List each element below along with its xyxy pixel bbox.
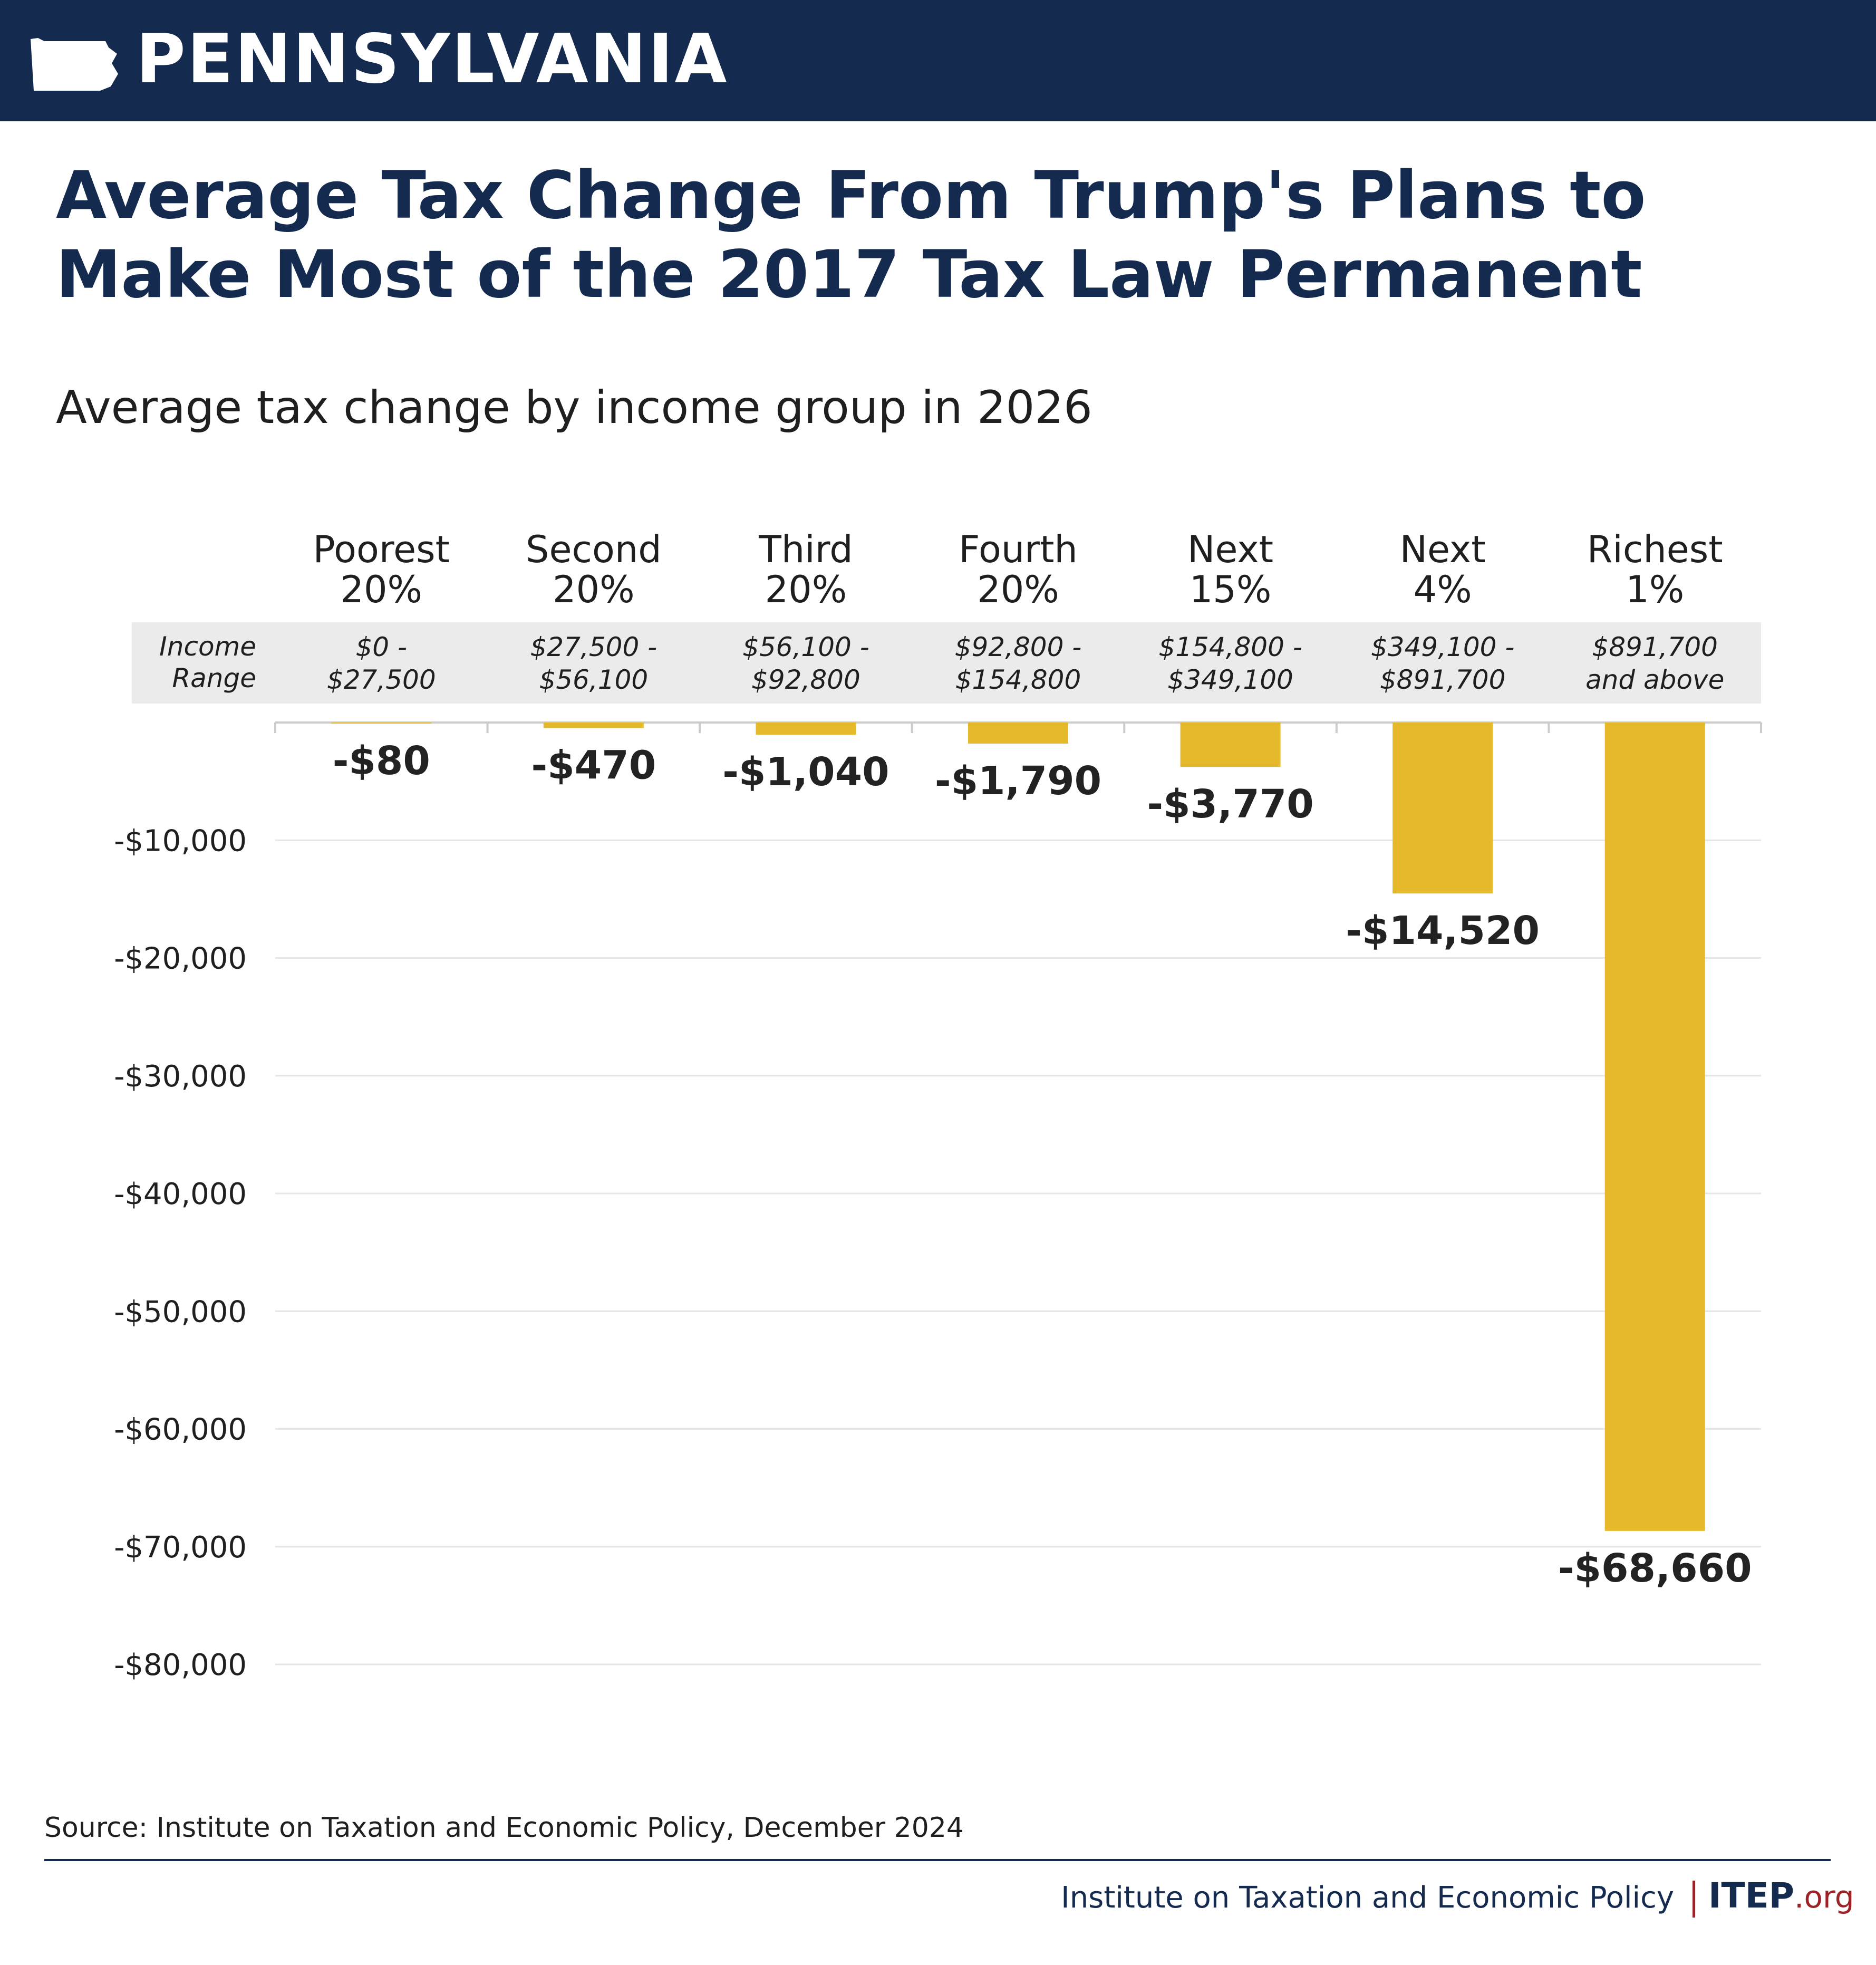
y-tick-label: -$20,000 [114, 942, 247, 976]
footer-org-name: Institute on Taxation and Economic Polic… [1061, 1881, 1674, 1915]
income-range-label: $349,100 - [1371, 632, 1515, 662]
bar-value-label: -$68,660 [1558, 1546, 1752, 1591]
category-label: Second [526, 528, 662, 571]
bar [1180, 723, 1281, 767]
income-range-label: $92,800 - [955, 632, 1082, 662]
y-tick-label: -$60,000 [114, 1413, 247, 1447]
category-label: Poorest [313, 528, 450, 571]
bar [543, 723, 644, 728]
income-range-label: $27,500 - [530, 632, 657, 662]
category-label: 4% [1414, 568, 1472, 611]
chart-subtitle: Average tax change by income group in 20… [56, 381, 1092, 434]
bar [756, 723, 856, 735]
income-range-label: $56,100 [539, 664, 648, 695]
category-label: 15% [1190, 568, 1272, 611]
pennsylvania-state-shape-icon [31, 38, 118, 91]
income-range-title-line1: Income [159, 631, 256, 662]
footer-divider [44, 1859, 1831, 1861]
y-tick-label: -$10,000 [114, 824, 247, 858]
category-label: 20% [340, 568, 422, 611]
category-label: 1% [1626, 568, 1684, 611]
bar [331, 723, 432, 724]
category-label: Richest [1587, 528, 1723, 571]
itep-logo: ITEP.org [1708, 1875, 1854, 1916]
logo-suffix: .org [1794, 1879, 1854, 1915]
bar-value-label: -$1,040 [722, 749, 889, 795]
income-range-label: $891,700 [1592, 632, 1718, 662]
income-range-label: $349,100 [1167, 664, 1293, 695]
category-label: 20% [765, 568, 847, 611]
category-label: Third [758, 528, 853, 571]
bar-value-label: -$1,790 [935, 758, 1101, 804]
income-range-label: and above [1585, 664, 1724, 695]
income-range-band [132, 622, 1761, 704]
category-label: Next [1187, 528, 1273, 571]
y-tick-label: -$80,000 [114, 1648, 247, 1682]
income-range-label: $92,800 [751, 664, 860, 695]
category-label: 20% [977, 568, 1059, 611]
income-range-label: $154,800 [955, 664, 1081, 695]
y-tick-label: -$70,000 [114, 1530, 247, 1565]
income-range-label: $56,100 - [742, 632, 869, 662]
category-label: 20% [553, 568, 635, 611]
income-range-title-line2: Range [172, 663, 256, 693]
income-range-label: $891,700 [1380, 664, 1506, 695]
source-note: Source: Institute on Taxation and Econom… [44, 1812, 964, 1844]
bar-value-label: -$14,520 [1346, 908, 1540, 953]
y-tick-label: -$50,000 [114, 1295, 247, 1329]
income-range-title: Income Range [132, 631, 256, 694]
bar-value-label: -$3,770 [1147, 782, 1313, 827]
state-name: PENNSYLVANIA [136, 20, 729, 99]
bar [968, 723, 1068, 744]
y-tick-label: -$40,000 [114, 1177, 247, 1211]
logo-main: ITEP [1708, 1875, 1795, 1916]
chart-title: Average Tax Change From Trump's Plans to… [56, 158, 1646, 313]
income-range-label: $0 - [356, 632, 408, 662]
income-range-label: $154,800 - [1158, 632, 1302, 662]
bar-value-label: -$80 [333, 738, 430, 784]
bar-value-label: -$470 [531, 743, 656, 788]
header-bar [0, 0, 1876, 121]
footer-separator [1693, 1881, 1695, 1918]
income-range-label: $27,500 [327, 664, 436, 695]
y-tick-label: -$30,000 [114, 1059, 247, 1094]
bar [1604, 723, 1705, 1531]
category-label: Next [1400, 528, 1486, 571]
bar-chart: -$10,000 -$20,000 -$30,000 -$40,000 -$50,000… [114, 528, 1762, 1682]
bar [1393, 723, 1493, 894]
category-label: Fourth [959, 528, 1078, 571]
